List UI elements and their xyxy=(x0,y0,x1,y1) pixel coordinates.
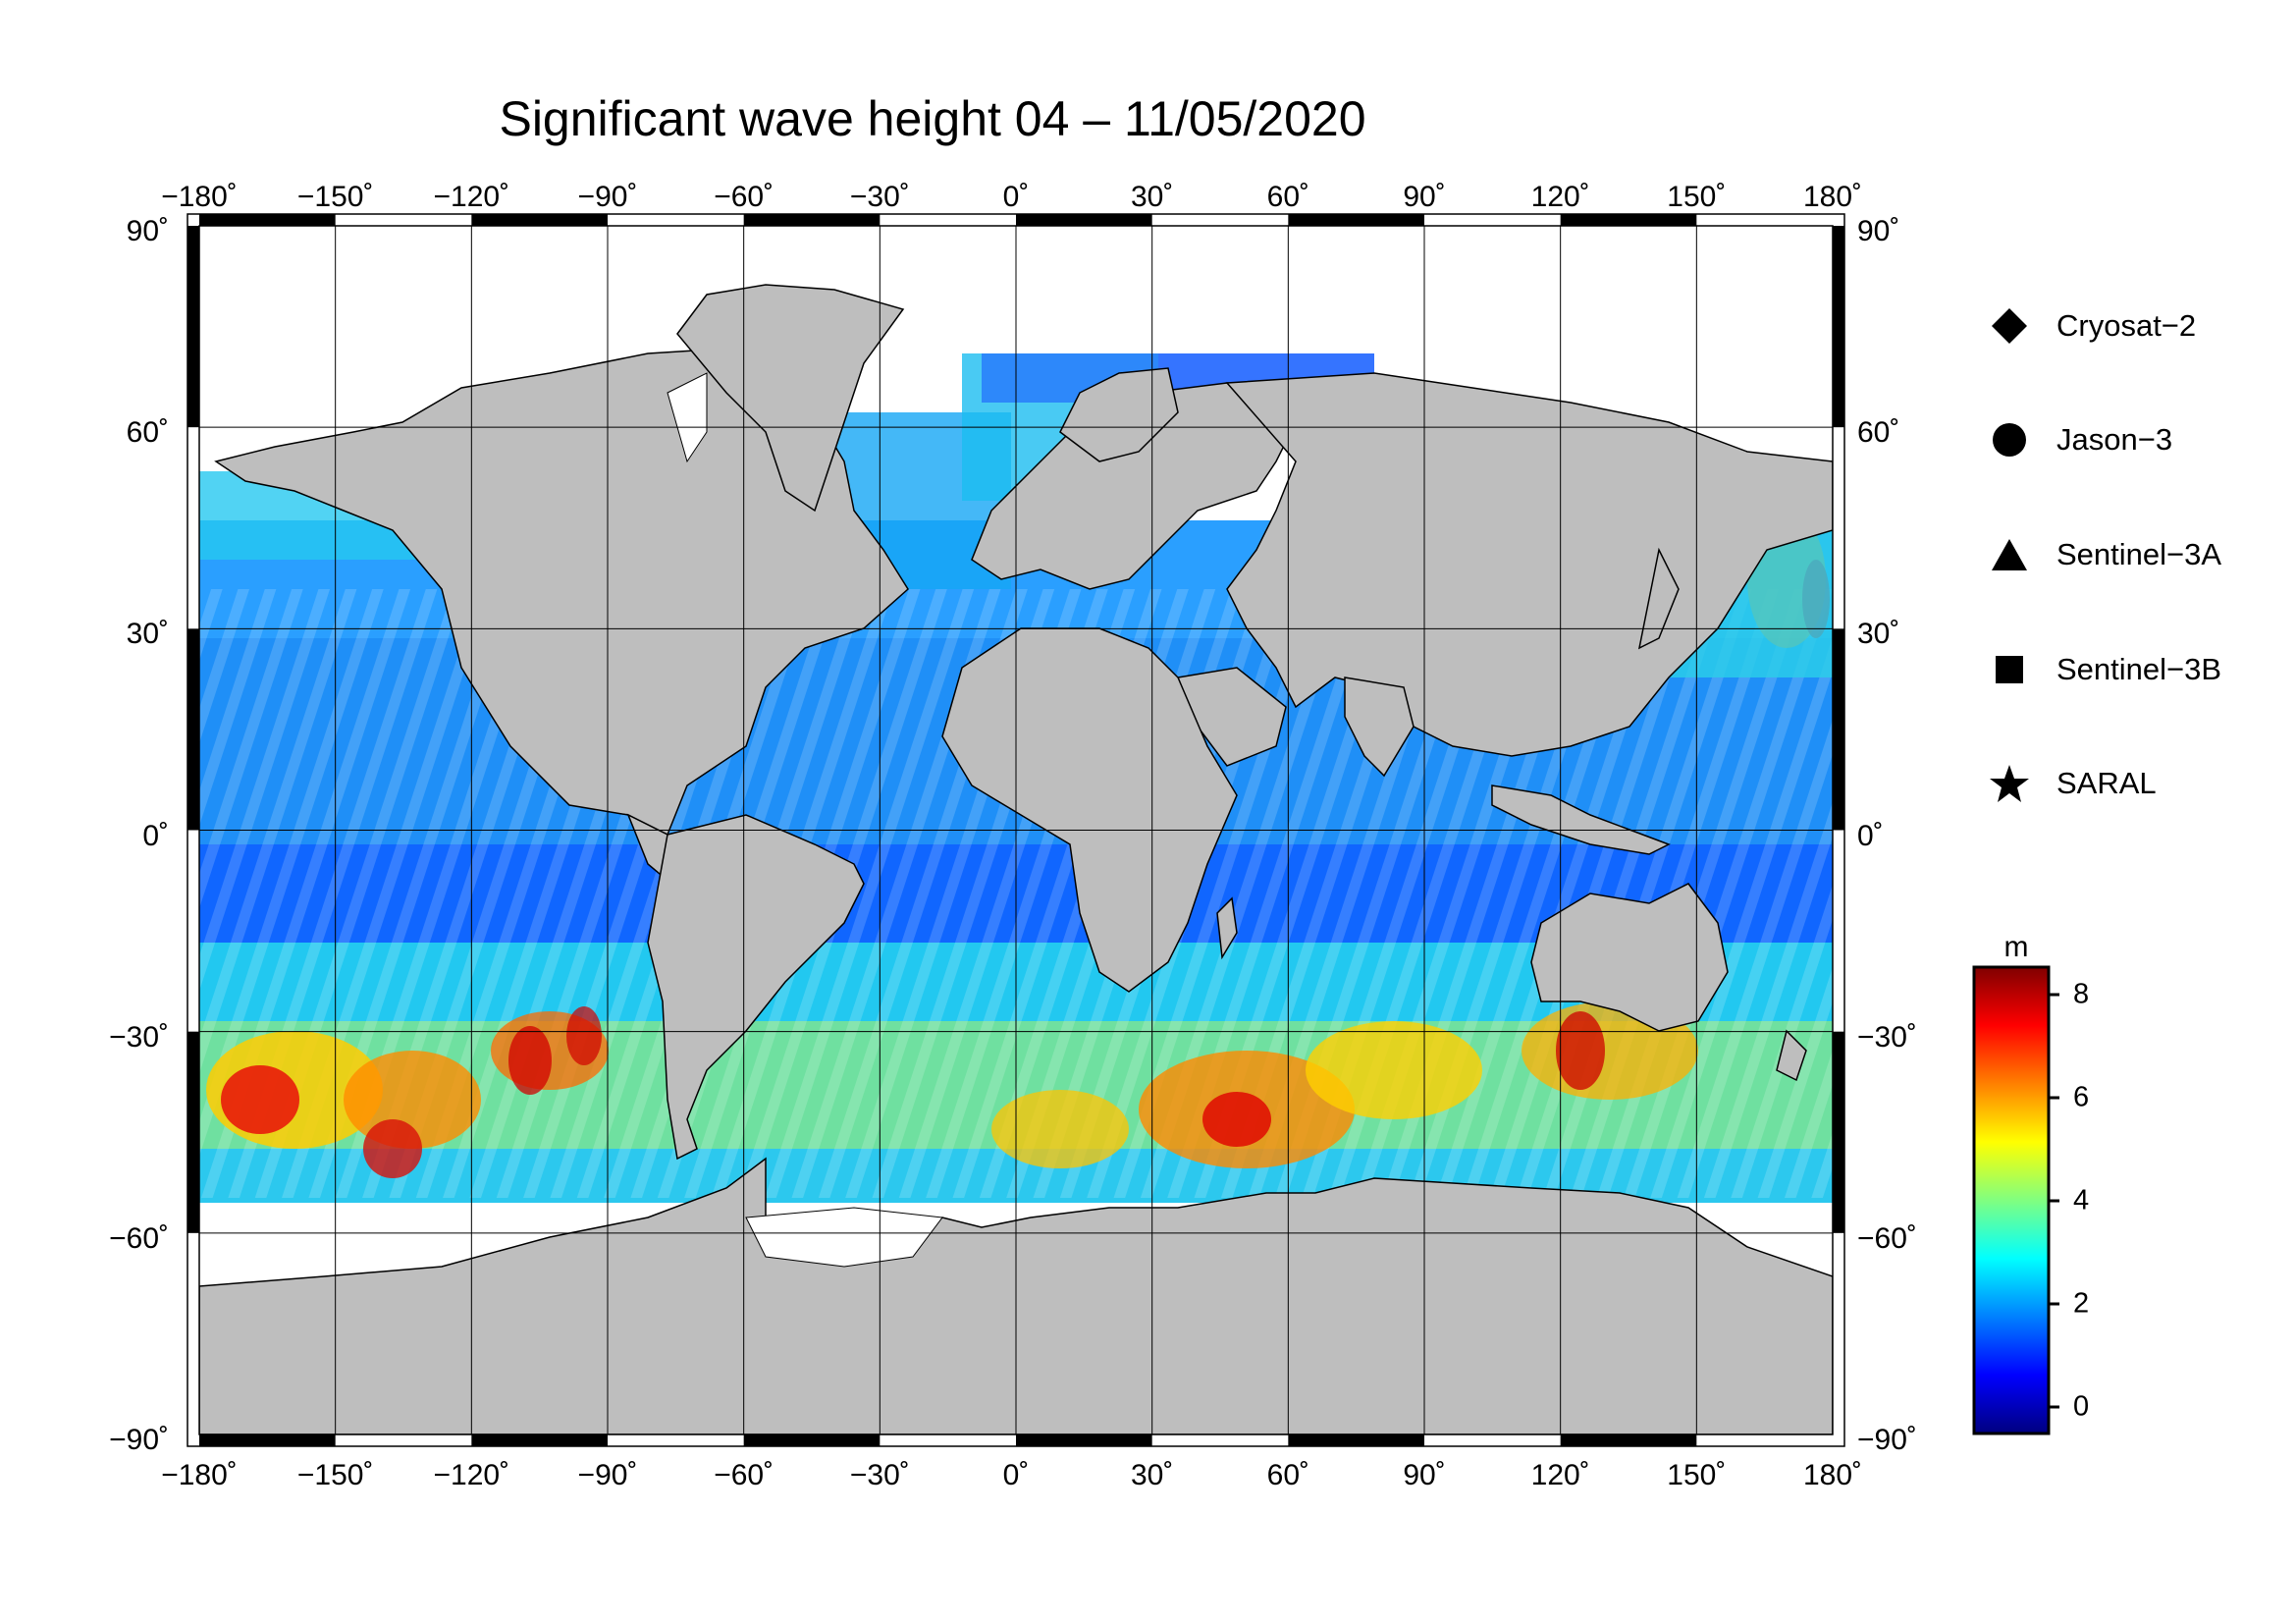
lon-tick-label-bottom: 150˚ xyxy=(1667,1459,1727,1491)
lon-tick-label-bottom: −150˚ xyxy=(296,1459,374,1491)
lat-tick-label-left: −60˚ xyxy=(109,1221,169,1255)
frame-segment-right xyxy=(1833,226,1844,428)
lon-tick-label-bottom: −60˚ xyxy=(714,1459,774,1491)
new-zealand xyxy=(1776,1029,1807,1082)
lon-tick-label-top: 30˚ xyxy=(1130,181,1174,213)
lon-tick-label-top: 0˚ xyxy=(1002,181,1030,213)
map-title: Significant wave height 04 – 11/05/2020 xyxy=(499,91,1366,146)
frame-segment-left xyxy=(187,226,199,428)
colorbar-tick-label: 0 xyxy=(2073,1390,2090,1423)
colorbar-ticks xyxy=(2049,993,2059,1409)
lon-tick-label-bottom: 60˚ xyxy=(1266,1459,1310,1491)
frame-segment-top xyxy=(743,214,881,226)
madagascar xyxy=(1216,896,1238,960)
diamond-icon xyxy=(1992,308,2027,344)
frame-segment-top xyxy=(471,214,608,226)
frame-segment-bottom xyxy=(1560,1434,1697,1446)
frame-segment-bottom xyxy=(1288,1434,1424,1446)
frame-segment-top xyxy=(1016,214,1152,226)
india xyxy=(1344,676,1415,778)
star-icon xyxy=(1990,765,2029,802)
colorbar-tick-label: 6 xyxy=(2073,1081,2090,1113)
lon-tick-label-top: −180˚ xyxy=(161,181,238,213)
lon-tick-label-top: 90˚ xyxy=(1403,181,1446,213)
frame-segment-right xyxy=(1833,628,1844,831)
lat-tick-label-right: −90˚ xyxy=(1857,1424,1917,1456)
lon-tick-label-bottom: −90˚ xyxy=(577,1459,638,1491)
lon-tick-label-top: −90˚ xyxy=(577,181,638,213)
circle-icon xyxy=(1993,423,2026,457)
lon-tick-label-bottom: 120˚ xyxy=(1530,1459,1590,1491)
lon-tick-label-bottom: 0˚ xyxy=(1002,1459,1030,1491)
frame-segment-left xyxy=(187,1031,199,1233)
indonesia xyxy=(1491,784,1671,855)
scandinavia xyxy=(1059,367,1179,462)
frame-segment-right xyxy=(1833,1031,1844,1233)
frame-segment-bottom xyxy=(199,1434,336,1446)
legend-label: Cryosat−2 xyxy=(2056,308,2197,343)
lon-tick-label-top: −150˚ xyxy=(296,181,374,213)
lon-tick-label-top: −30˚ xyxy=(849,181,910,213)
lat-tick-label-left: 60˚ xyxy=(126,416,169,450)
lat-tick-label-left: −90˚ xyxy=(109,1424,169,1456)
lon-tick-label-bottom: 90˚ xyxy=(1403,1459,1446,1491)
square-icon xyxy=(1996,656,2023,683)
north-america xyxy=(214,343,909,837)
legend-label: SARAL xyxy=(2056,766,2157,800)
lat-tick-label-right: 90˚ xyxy=(1857,215,1900,247)
colorbar-tick-label: 2 xyxy=(2073,1287,2090,1320)
lat-tick-label-right: 60˚ xyxy=(1857,416,1900,450)
frame-segment-top xyxy=(1560,214,1697,226)
lon-tick-label-top: 60˚ xyxy=(1266,181,1310,213)
south-america xyxy=(647,814,865,1161)
lon-tick-label-bottom: −30˚ xyxy=(849,1459,910,1491)
lat-tick-label-left: −30˚ xyxy=(109,1020,169,1054)
frame-segment-bottom xyxy=(743,1434,881,1446)
lon-tick-label-top: −60˚ xyxy=(714,181,774,213)
lon-tick-label-top: 150˚ xyxy=(1667,181,1727,213)
map-frame xyxy=(187,213,1845,1447)
lat-tick-label-right: 0˚ xyxy=(1857,819,1884,852)
frame-inner xyxy=(198,225,1834,1435)
sea-ice xyxy=(667,372,943,1268)
lat-tick-label-left: 30˚ xyxy=(126,618,169,651)
colorbar-unit: m xyxy=(2003,931,2029,963)
legend-label: Sentinel−3A xyxy=(2056,537,2222,571)
australia xyxy=(1530,883,1729,1032)
frame-segment-top xyxy=(199,214,336,226)
lon-tick-label-bottom: 180˚ xyxy=(1802,1459,1863,1491)
lon-tick-label-top: 120˚ xyxy=(1530,181,1590,213)
japan xyxy=(1637,547,1680,650)
frame-segment-bottom xyxy=(471,1434,608,1446)
frame-segment-top xyxy=(1288,214,1424,226)
lon-tick-label-bottom: −120˚ xyxy=(433,1459,510,1491)
colorbar-tick-label: 8 xyxy=(2073,978,2090,1010)
lat-tick-label-right: −30˚ xyxy=(1857,1020,1917,1054)
colorbar xyxy=(1972,965,2051,1435)
lat-tick-label-right: −60˚ xyxy=(1857,1221,1917,1255)
colorbar-tick-label: 4 xyxy=(2073,1184,2090,1217)
lat-tick-label-right: 30˚ xyxy=(1857,618,1900,651)
frame-segment-left xyxy=(187,628,199,831)
lon-tick-label-bottom: −180˚ xyxy=(161,1459,238,1491)
lon-tick-label-top: −120˚ xyxy=(433,181,510,213)
lon-tick-label-top: 180˚ xyxy=(1802,181,1863,213)
legend-label: Sentinel−3B xyxy=(2056,652,2222,686)
lat-tick-label-left: 90˚ xyxy=(126,215,169,247)
graticule xyxy=(199,226,1833,1434)
lon-tick-label-bottom: 30˚ xyxy=(1130,1459,1174,1491)
greenland xyxy=(676,284,905,513)
legend-label: Jason−3 xyxy=(2056,422,2173,457)
triangle-icon xyxy=(1992,539,2027,570)
frame-segment-bottom xyxy=(1016,1434,1152,1446)
lat-tick-label-left: 0˚ xyxy=(142,819,169,852)
